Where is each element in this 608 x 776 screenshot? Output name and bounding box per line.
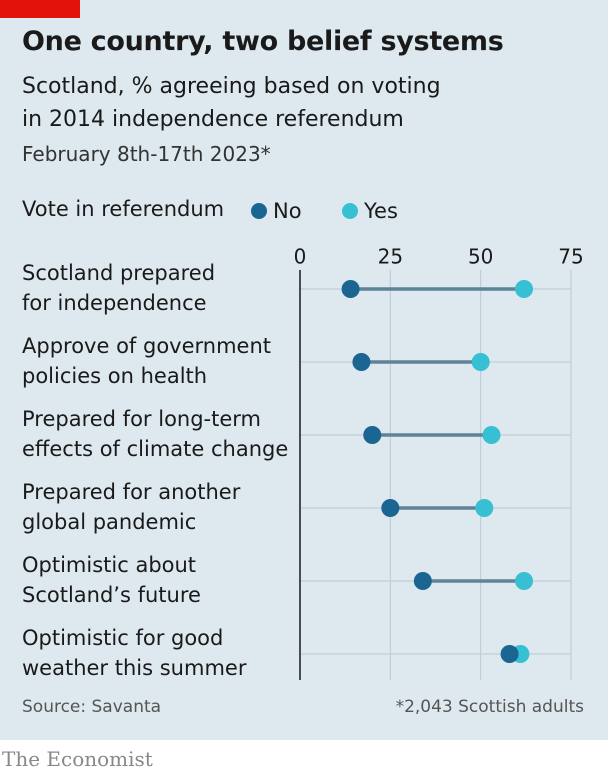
- legend-swatch: [251, 203, 267, 219]
- legend-title: Vote in referendum: [22, 197, 225, 221]
- chart-title: One country, two belief systems: [22, 26, 504, 57]
- category-label: Optimistic about Scotland’s future: [22, 553, 201, 607]
- dot: [341, 280, 360, 298]
- category-label: Optimistic for good weather this summer: [22, 626, 247, 680]
- brand: The Economist: [2, 747, 153, 771]
- dot: [471, 353, 490, 371]
- x-tick-label: 25: [378, 245, 403, 269]
- footer-band: [0, 740, 608, 776]
- dot: [482, 426, 501, 444]
- legend-label: Yes: [363, 199, 398, 223]
- category-label: Approve of government policies on health: [22, 334, 272, 388]
- source: Source: Savanta: [22, 697, 162, 717]
- dot: [500, 645, 519, 663]
- chart-subtitle: Scotland, % agreeing based on voting in …: [22, 74, 441, 132]
- x-tick-label: 75: [558, 245, 583, 269]
- date-note: February 8th-17th 2023*: [22, 142, 271, 166]
- dot: [515, 572, 534, 590]
- x-tick-label: 0: [294, 245, 307, 269]
- category-label: Scotland prepared for independence: [22, 261, 216, 315]
- dot: [381, 499, 400, 517]
- dot: [475, 499, 494, 517]
- footnote: *2,043 Scottish adults: [395, 697, 584, 717]
- x-tick-label: 50: [468, 245, 493, 269]
- dot: [352, 353, 371, 371]
- dot: [515, 280, 534, 298]
- category-label: Prepared for another global pandemic: [22, 480, 241, 534]
- legend-swatch: [342, 203, 358, 219]
- dot: [413, 572, 432, 590]
- category-label: Prepared for long-term effects of climat…: [22, 407, 289, 461]
- dot: [363, 426, 382, 444]
- legend-label: No: [273, 199, 302, 223]
- red-tag: [0, 0, 80, 18]
